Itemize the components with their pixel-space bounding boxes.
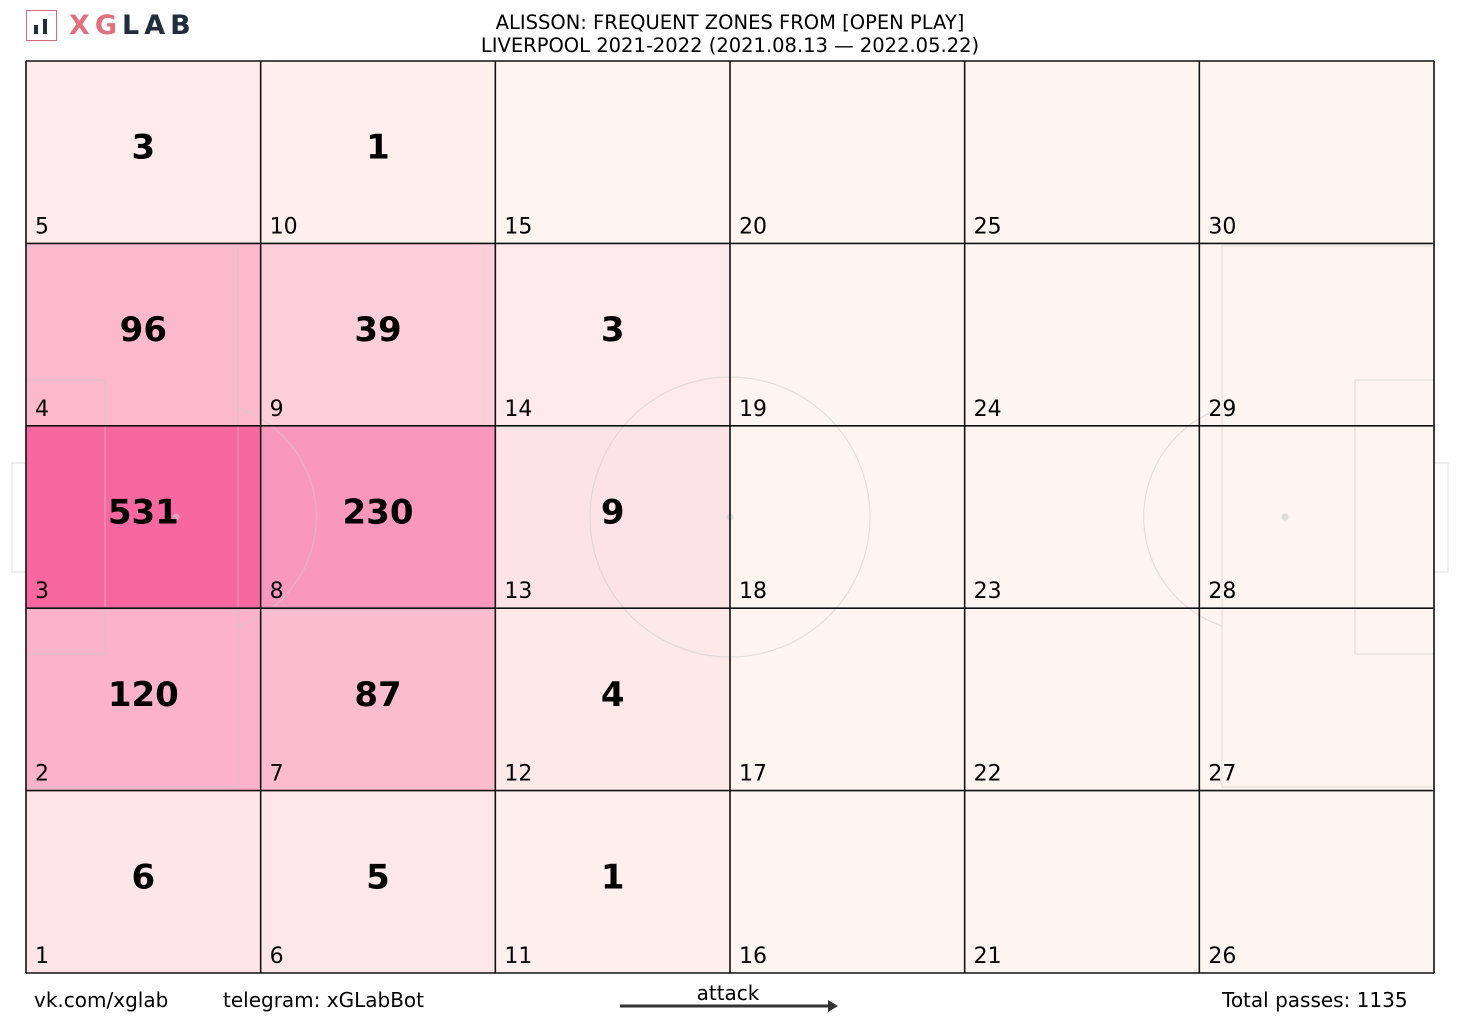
zone-cell-12 bbox=[495, 608, 730, 791]
zone-cell-3 bbox=[26, 425, 261, 609]
attack-arrow-icon bbox=[620, 1000, 838, 1012]
zone-number-label: 2 bbox=[35, 762, 49, 787]
zone-number-label: 16 bbox=[739, 944, 767, 969]
zone-number-label: 4 bbox=[35, 397, 49, 422]
zone-number-label: 22 bbox=[974, 762, 1002, 787]
zone-value-label: 9 bbox=[601, 493, 625, 533]
zone-value-label: 96 bbox=[120, 310, 167, 350]
zone-value-label: 230 bbox=[343, 493, 414, 533]
zone-cell-11 bbox=[495, 790, 730, 973]
zone-cell-29 bbox=[1199, 243, 1434, 426]
zone-number-label: 14 bbox=[504, 397, 532, 422]
logo-wordmark: XGLAB bbox=[69, 10, 196, 41]
zone-cell-17 bbox=[730, 608, 965, 791]
chart-title-line1: ALISSON: FREQUENT ZONES FROM [OPEN PLAY] bbox=[495, 11, 965, 34]
zone-value-label: 3 bbox=[601, 310, 625, 350]
zone-cell-19 bbox=[730, 243, 965, 426]
zone-value-label: 6 bbox=[131, 857, 155, 897]
zone-value-label: 1 bbox=[601, 857, 625, 897]
zone-cell-1 bbox=[26, 790, 261, 973]
zone-cell-5 bbox=[26, 61, 261, 244]
chart-title: ALISSON: FREQUENT ZONES FROM [OPEN PLAY]… bbox=[0, 11, 1460, 57]
zone-cell-9 bbox=[260, 243, 496, 426]
zone-number-label: 11 bbox=[504, 944, 532, 969]
zone-value-label: 1 bbox=[366, 128, 390, 168]
zone-cell-13 bbox=[495, 425, 730, 609]
vk-link[interactable]: vk.com/xglab bbox=[34, 988, 169, 1012]
zone-cell-21 bbox=[964, 790, 1200, 973]
zone-value-label: 531 bbox=[108, 493, 179, 533]
zone-cell-7 bbox=[260, 608, 496, 791]
zone-value-label: 3 bbox=[131, 128, 155, 168]
zone-cell-8 bbox=[260, 425, 496, 609]
zone-number-label: 18 bbox=[739, 579, 767, 604]
zone-number-label: 1 bbox=[35, 944, 49, 969]
zone-cell-24 bbox=[964, 243, 1200, 426]
zone-cell-18 bbox=[730, 425, 965, 609]
zone-value-label: 4 bbox=[601, 675, 625, 715]
right-goal bbox=[1433, 462, 1449, 573]
zone-number-label: 21 bbox=[974, 944, 1002, 969]
right-penalty-arc bbox=[1143, 407, 1223, 627]
left-goal bbox=[11, 462, 27, 573]
zone-number-label: 20 bbox=[739, 214, 767, 239]
zone-cell-15 bbox=[495, 61, 730, 244]
attack-label: attack bbox=[696, 981, 760, 1005]
zone-value-label: 39 bbox=[354, 310, 401, 350]
zone-number-label: 29 bbox=[1208, 397, 1236, 422]
zone-cell-25 bbox=[964, 61, 1200, 244]
zone-cell-16 bbox=[730, 790, 965, 973]
total-passes: Total passes: 1135 bbox=[1222, 988, 1408, 1012]
zone-number-label: 9 bbox=[270, 397, 284, 422]
zone-number-label: 19 bbox=[739, 397, 767, 422]
zone-number-label: 6 bbox=[270, 944, 284, 969]
zone-cell-23 bbox=[964, 425, 1200, 609]
left-penalty-spot bbox=[172, 513, 180, 521]
telegram-link[interactable]: telegram: xGLabBot bbox=[223, 988, 424, 1012]
zone-cell-2 bbox=[26, 608, 261, 791]
zone-cell-20 bbox=[730, 61, 965, 244]
zone-number-label: 5 bbox=[35, 214, 49, 239]
zone-number-label: 26 bbox=[1208, 944, 1236, 969]
chart-title-line2: LIVERPOOL 2021-2022 (2021.08.13 — 2022.0… bbox=[480, 34, 980, 57]
zone-cell-30 bbox=[1199, 61, 1434, 244]
zone-number-label: 24 bbox=[974, 397, 1002, 422]
zone-number-label: 3 bbox=[35, 579, 49, 604]
zone-number-label: 27 bbox=[1208, 762, 1236, 787]
zone-number-label: 23 bbox=[974, 579, 1002, 604]
zone-number-label: 25 bbox=[974, 214, 1002, 239]
zone-number-label: 8 bbox=[270, 579, 284, 604]
zone-value-label: 87 bbox=[354, 675, 401, 715]
zone-number-label: 30 bbox=[1208, 214, 1236, 239]
zone-cell-6 bbox=[260, 790, 496, 973]
zone-number-label: 28 bbox=[1208, 579, 1236, 604]
zone-value-label: 5 bbox=[366, 857, 390, 897]
bar-chart-logo-icon bbox=[26, 10, 57, 41]
zone-number-label: 12 bbox=[504, 762, 532, 787]
zone-number-label: 15 bbox=[504, 214, 532, 239]
zone-value-label: 120 bbox=[108, 675, 179, 715]
zone-cell-28 bbox=[1199, 425, 1434, 609]
zone-cell-14 bbox=[495, 243, 730, 426]
xglab-logo: XGLAB bbox=[26, 10, 196, 41]
zone-number-label: 13 bbox=[504, 579, 532, 604]
zone-cell-4 bbox=[26, 243, 261, 426]
right-penalty-spot bbox=[1281, 513, 1289, 521]
left-penalty-arc bbox=[237, 407, 317, 627]
zone-number-label: 10 bbox=[270, 214, 298, 239]
zone-cell-10 bbox=[260, 61, 496, 244]
zone-cell-22 bbox=[964, 608, 1200, 791]
zone-cell-27 bbox=[1199, 608, 1434, 791]
zone-cell-26 bbox=[1199, 790, 1434, 973]
zone-number-label: 7 bbox=[270, 762, 284, 787]
zone-number-label: 17 bbox=[739, 762, 767, 787]
